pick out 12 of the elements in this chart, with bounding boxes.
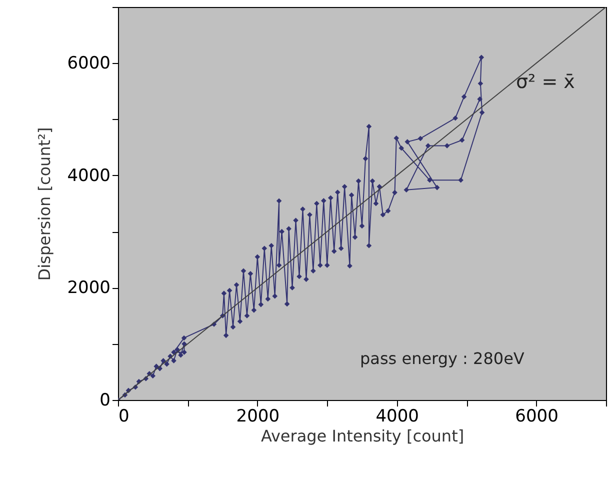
x-tick-label: 6000 — [515, 406, 558, 426]
x-axis-title: Average Intensity [count] — [260, 426, 464, 446]
annotation: σ² = x̄ — [516, 71, 575, 93]
annotation: pass energy : 280eV — [360, 349, 524, 368]
x-tick-label: 2000 — [236, 406, 280, 426]
y-tick-label: 6000 — [67, 54, 110, 74]
x-tick-label: 4000 — [376, 406, 419, 426]
x-tick-label: 0 — [118, 406, 130, 426]
y-tick-label: 0 — [100, 390, 110, 410]
y-axis-title: Dispersion [count²] — [35, 127, 54, 281]
y-tick-label: 2000 — [67, 278, 110, 298]
y-tick-label: 4000 — [67, 166, 110, 186]
